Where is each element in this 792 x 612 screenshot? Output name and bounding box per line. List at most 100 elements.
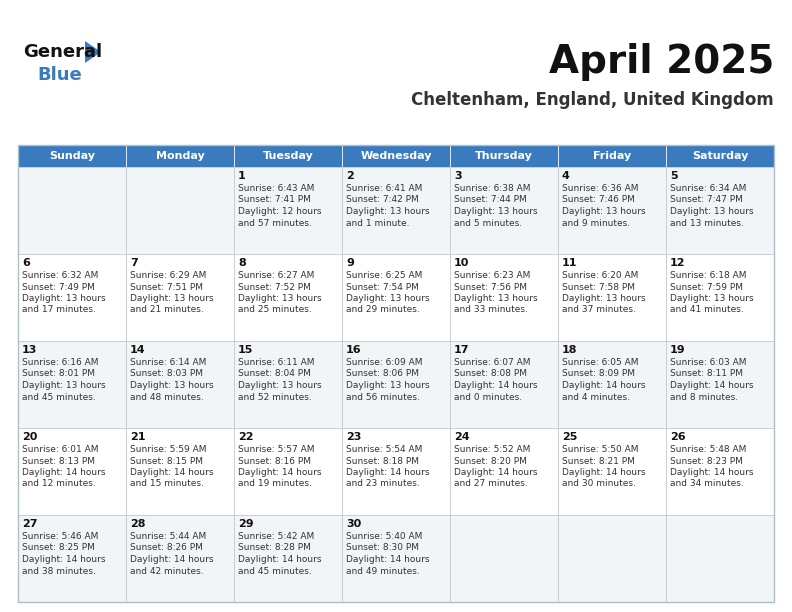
Text: Daylight: 14 hours: Daylight: 14 hours bbox=[22, 555, 105, 564]
Text: Daylight: 13 hours: Daylight: 13 hours bbox=[238, 294, 322, 303]
Text: 14: 14 bbox=[130, 345, 146, 355]
Text: Sunrise: 6:23 AM: Sunrise: 6:23 AM bbox=[454, 271, 531, 280]
Text: Sunrise: 6:16 AM: Sunrise: 6:16 AM bbox=[22, 358, 98, 367]
Text: 24: 24 bbox=[454, 432, 470, 442]
Text: Sunset: 8:18 PM: Sunset: 8:18 PM bbox=[346, 457, 419, 466]
Bar bbox=[126, 341, 234, 428]
Bar bbox=[450, 254, 558, 341]
Text: 23: 23 bbox=[346, 432, 361, 442]
Text: Monday: Monday bbox=[155, 151, 204, 161]
Text: Sunrise: 6:05 AM: Sunrise: 6:05 AM bbox=[562, 358, 638, 367]
Text: Sunset: 7:54 PM: Sunset: 7:54 PM bbox=[346, 283, 419, 291]
Text: and 25 minutes.: and 25 minutes. bbox=[238, 305, 312, 315]
Text: and 48 minutes.: and 48 minutes. bbox=[130, 392, 204, 401]
Text: Sunset: 8:06 PM: Sunset: 8:06 PM bbox=[346, 370, 419, 378]
Text: and 57 minutes.: and 57 minutes. bbox=[238, 218, 312, 228]
Text: 7: 7 bbox=[130, 258, 138, 268]
Text: Sunrise: 5:46 AM: Sunrise: 5:46 AM bbox=[22, 532, 98, 541]
Text: 11: 11 bbox=[562, 258, 577, 268]
Text: Daylight: 13 hours: Daylight: 13 hours bbox=[346, 381, 429, 390]
Text: 3: 3 bbox=[454, 171, 462, 181]
Bar bbox=[234, 515, 342, 602]
Text: and 42 minutes.: and 42 minutes. bbox=[130, 567, 204, 575]
Bar bbox=[342, 254, 450, 341]
Bar bbox=[450, 428, 558, 515]
Text: Sunrise: 6:27 AM: Sunrise: 6:27 AM bbox=[238, 271, 314, 280]
Text: Sunset: 7:44 PM: Sunset: 7:44 PM bbox=[454, 195, 527, 204]
Text: Daylight: 14 hours: Daylight: 14 hours bbox=[238, 555, 322, 564]
Text: and 19 minutes.: and 19 minutes. bbox=[238, 479, 312, 488]
Text: Sunset: 8:01 PM: Sunset: 8:01 PM bbox=[22, 370, 95, 378]
Text: Daylight: 13 hours: Daylight: 13 hours bbox=[562, 207, 645, 216]
Text: Sunrise: 5:42 AM: Sunrise: 5:42 AM bbox=[238, 532, 314, 541]
Text: Daylight: 14 hours: Daylight: 14 hours bbox=[454, 468, 538, 477]
Text: Sunset: 8:23 PM: Sunset: 8:23 PM bbox=[670, 457, 743, 466]
Text: 16: 16 bbox=[346, 345, 362, 355]
Bar bbox=[558, 428, 666, 515]
Text: and 23 minutes.: and 23 minutes. bbox=[346, 479, 420, 488]
Text: Sunrise: 6:43 AM: Sunrise: 6:43 AM bbox=[238, 184, 314, 193]
Bar bbox=[342, 515, 450, 602]
Text: Cheltenham, England, United Kingdom: Cheltenham, England, United Kingdom bbox=[411, 91, 774, 109]
Bar bbox=[558, 254, 666, 341]
Bar bbox=[126, 515, 234, 602]
Text: Wednesday: Wednesday bbox=[360, 151, 432, 161]
Text: 28: 28 bbox=[130, 519, 146, 529]
Text: and 12 minutes.: and 12 minutes. bbox=[22, 479, 96, 488]
Bar bbox=[342, 167, 450, 254]
Text: 5: 5 bbox=[670, 171, 678, 181]
Text: and 37 minutes.: and 37 minutes. bbox=[562, 305, 636, 315]
Text: 21: 21 bbox=[130, 432, 146, 442]
Bar bbox=[558, 341, 666, 428]
Text: 10: 10 bbox=[454, 258, 470, 268]
Text: and 5 minutes.: and 5 minutes. bbox=[454, 218, 522, 228]
Text: Sunrise: 5:48 AM: Sunrise: 5:48 AM bbox=[670, 445, 746, 454]
Text: and 33 minutes.: and 33 minutes. bbox=[454, 305, 528, 315]
Bar bbox=[450, 167, 558, 254]
Text: and 17 minutes.: and 17 minutes. bbox=[22, 305, 96, 315]
Text: and 8 minutes.: and 8 minutes. bbox=[670, 392, 738, 401]
Text: 9: 9 bbox=[346, 258, 354, 268]
Text: Sunset: 7:58 PM: Sunset: 7:58 PM bbox=[562, 283, 635, 291]
Bar bbox=[18, 341, 126, 428]
Text: Sunrise: 6:41 AM: Sunrise: 6:41 AM bbox=[346, 184, 422, 193]
Text: Tuesday: Tuesday bbox=[263, 151, 314, 161]
Text: and 1 minute.: and 1 minute. bbox=[346, 218, 409, 228]
Text: Sunset: 8:21 PM: Sunset: 8:21 PM bbox=[562, 457, 635, 466]
Text: and 38 minutes.: and 38 minutes. bbox=[22, 567, 96, 575]
Text: and 0 minutes.: and 0 minutes. bbox=[454, 392, 522, 401]
Text: Sunset: 8:15 PM: Sunset: 8:15 PM bbox=[130, 457, 203, 466]
Bar bbox=[18, 145, 774, 602]
Text: Sunset: 7:59 PM: Sunset: 7:59 PM bbox=[670, 283, 743, 291]
Text: Daylight: 14 hours: Daylight: 14 hours bbox=[130, 555, 214, 564]
Text: Daylight: 13 hours: Daylight: 13 hours bbox=[346, 207, 429, 216]
Bar bbox=[18, 145, 126, 167]
Bar bbox=[450, 515, 558, 602]
Bar bbox=[666, 341, 774, 428]
Bar bbox=[666, 428, 774, 515]
Text: Daylight: 14 hours: Daylight: 14 hours bbox=[22, 468, 105, 477]
Text: Sunset: 8:25 PM: Sunset: 8:25 PM bbox=[22, 543, 95, 553]
Bar bbox=[126, 167, 234, 254]
Bar bbox=[234, 428, 342, 515]
Text: Daylight: 13 hours: Daylight: 13 hours bbox=[130, 381, 214, 390]
Text: Sunrise: 6:29 AM: Sunrise: 6:29 AM bbox=[130, 271, 207, 280]
Bar bbox=[558, 167, 666, 254]
Text: Sunset: 8:26 PM: Sunset: 8:26 PM bbox=[130, 543, 203, 553]
Text: Sunrise: 5:52 AM: Sunrise: 5:52 AM bbox=[454, 445, 531, 454]
Text: Sunrise: 5:57 AM: Sunrise: 5:57 AM bbox=[238, 445, 314, 454]
Text: and 9 minutes.: and 9 minutes. bbox=[562, 218, 630, 228]
Text: Sunset: 8:30 PM: Sunset: 8:30 PM bbox=[346, 543, 419, 553]
Text: and 4 minutes.: and 4 minutes. bbox=[562, 392, 630, 401]
Text: and 13 minutes.: and 13 minutes. bbox=[670, 218, 744, 228]
Text: Sunrise: 6:25 AM: Sunrise: 6:25 AM bbox=[346, 271, 422, 280]
Text: Sunset: 7:41 PM: Sunset: 7:41 PM bbox=[238, 195, 311, 204]
Bar bbox=[666, 254, 774, 341]
Text: 29: 29 bbox=[238, 519, 253, 529]
Text: Sunset: 8:16 PM: Sunset: 8:16 PM bbox=[238, 457, 311, 466]
Text: 18: 18 bbox=[562, 345, 577, 355]
Bar bbox=[666, 167, 774, 254]
Text: Saturday: Saturday bbox=[692, 151, 748, 161]
Text: Sunset: 7:52 PM: Sunset: 7:52 PM bbox=[238, 283, 311, 291]
Bar bbox=[342, 341, 450, 428]
